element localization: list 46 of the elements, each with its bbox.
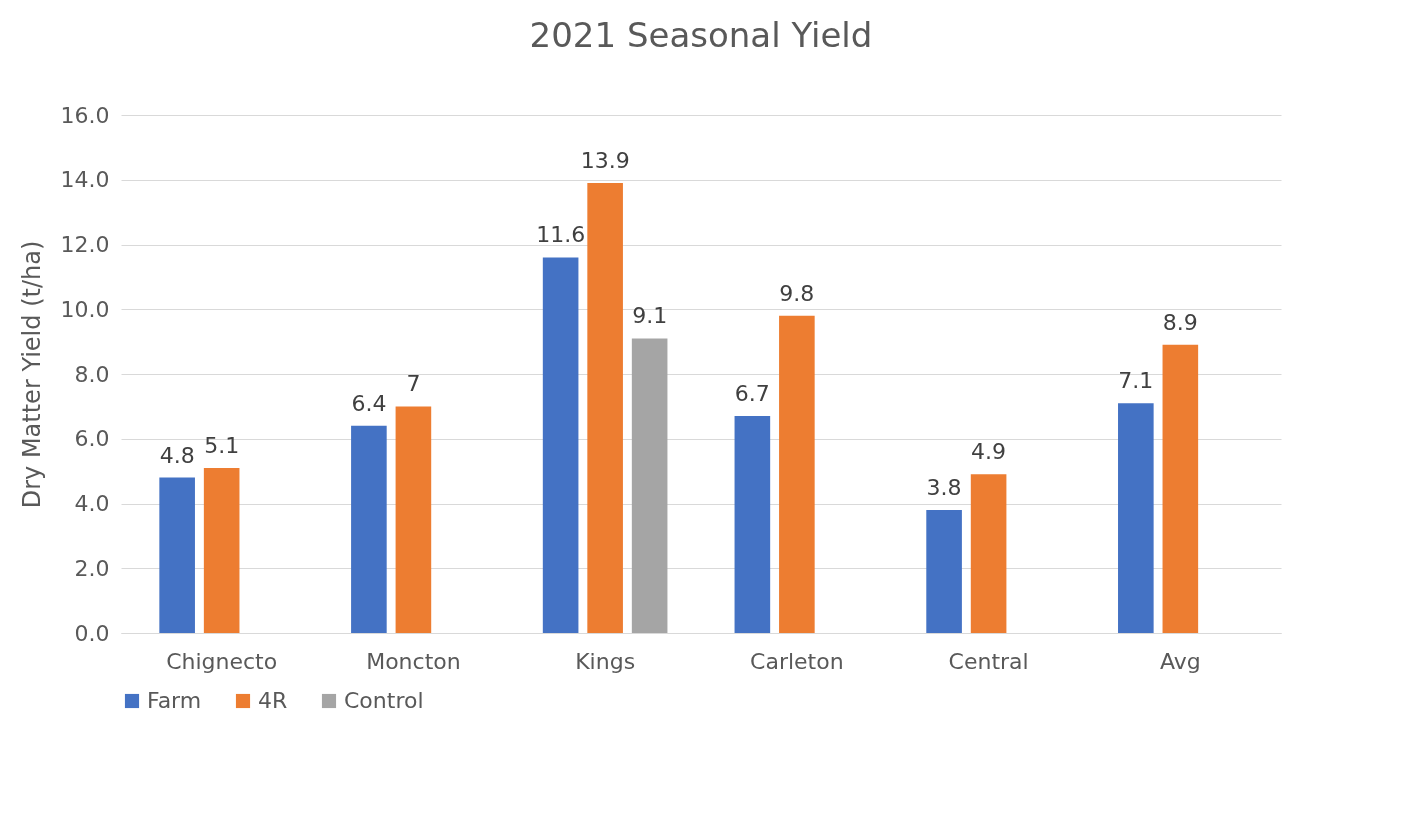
data-label: 3.8 (926, 474, 962, 500)
x-tick-label: Avg (1159, 648, 1201, 674)
y-tick-label: 0.0 (74, 620, 110, 646)
bar (970, 474, 1007, 633)
data-label: 6.7 (734, 381, 770, 407)
bar (395, 406, 432, 633)
x-tick-label: Chignecto (166, 648, 278, 674)
y-tick-label: 6.0 (74, 426, 110, 452)
data-label: 9.8 (779, 280, 815, 306)
bar (351, 425, 387, 633)
y-tick-label: 14.0 (60, 167, 110, 193)
data-label: 13.9 (580, 147, 630, 173)
bar (1118, 403, 1154, 633)
data-label: 6.4 (351, 390, 387, 416)
bar (734, 416, 771, 633)
x-tick-label: Kings (575, 648, 636, 674)
bar (779, 315, 815, 633)
chart-title: 2021 Seasonal Yield (529, 15, 873, 55)
data-label: 5.1 (204, 432, 240, 458)
bar (1162, 344, 1199, 633)
y-tick-label: 2.0 (74, 555, 110, 581)
data-label: 8.9 (1162, 309, 1198, 335)
data-label: 4.8 (159, 442, 195, 468)
data-label: 4.9 (971, 439, 1007, 465)
x-tick-label: Carleton (750, 648, 844, 674)
bar (926, 509, 962, 633)
x-tick-label: Central (948, 648, 1029, 674)
bar (203, 467, 240, 633)
legend-label: Control (344, 688, 424, 713)
bar (587, 182, 623, 633)
data-label: 7.1 (1118, 368, 1154, 394)
legend-label: Farm (147, 688, 202, 713)
bar (159, 477, 195, 633)
y-tick-label: 8.0 (74, 361, 110, 387)
data-label: 9.1 (632, 303, 668, 329)
data-label: 11.6 (536, 222, 586, 248)
legend-label: 4R (258, 688, 288, 713)
y-axis-title: Dry Matter Yield (t/ha) (17, 240, 46, 509)
y-tick-label: 16.0 (60, 102, 110, 128)
data-label: 7 (406, 371, 421, 397)
y-tick-label: 4.0 (74, 491, 110, 516)
x-tick-label: Moncton (366, 648, 461, 674)
y-tick-label: 12.0 (60, 232, 110, 257)
y-tick-label: 10.0 (60, 296, 110, 322)
bar (542, 257, 579, 633)
bar (631, 338, 668, 633)
